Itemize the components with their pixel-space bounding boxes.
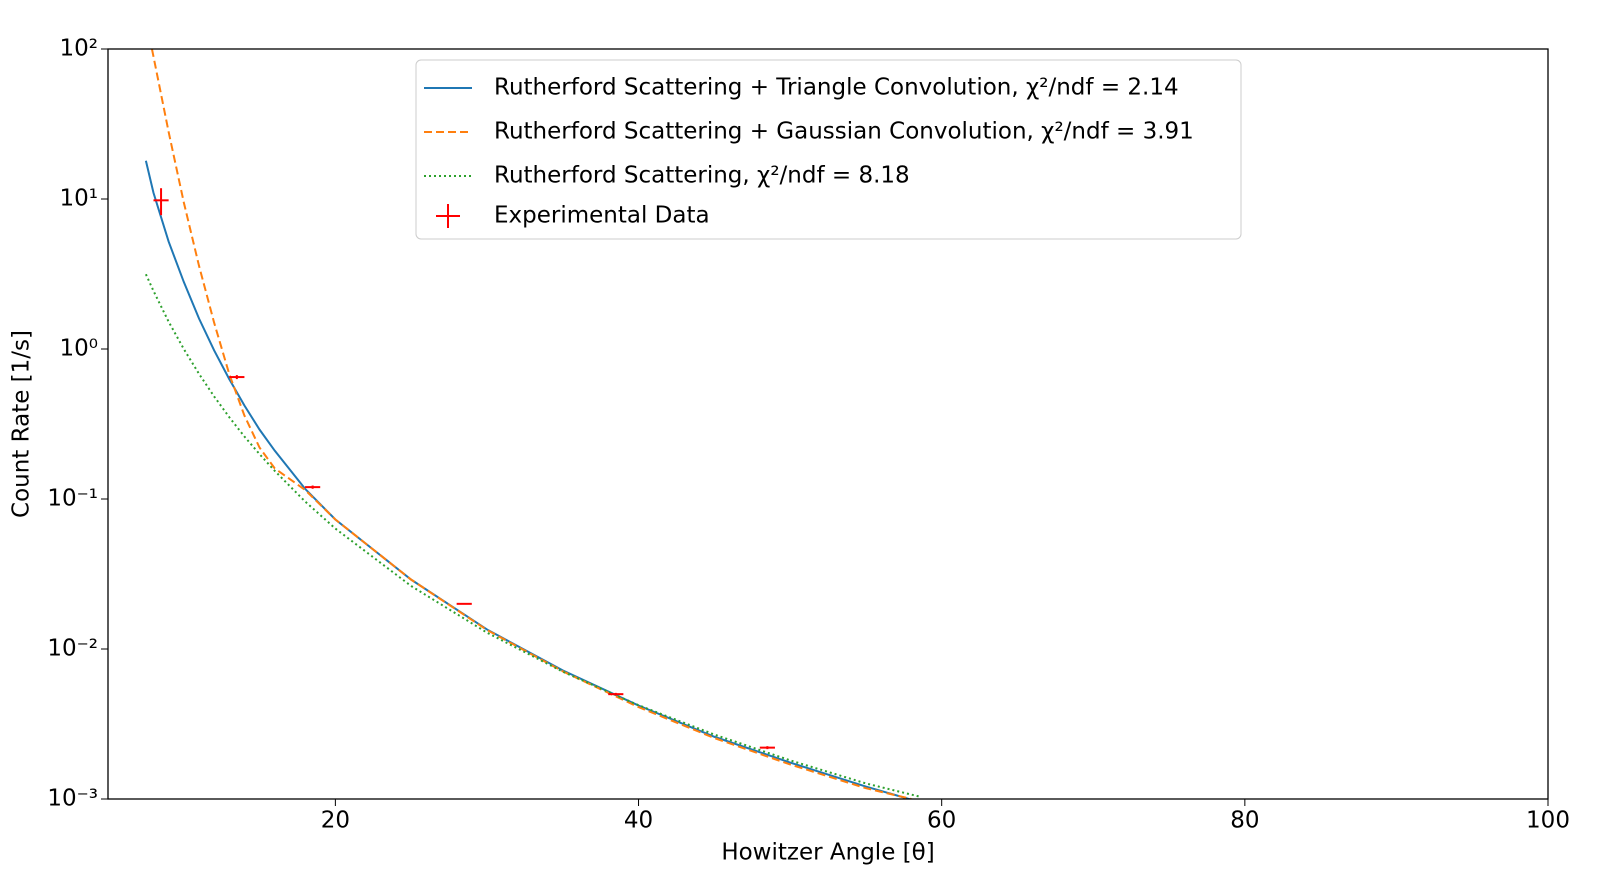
y-axis-label: Count Rate [1/s] xyxy=(9,330,35,518)
axes-frame xyxy=(107,48,1549,800)
x-tick-label: 40 xyxy=(624,808,653,834)
y-tick-label: 10⁻¹ xyxy=(47,486,98,512)
y-tick-label: 10⁻² xyxy=(47,636,98,662)
x-tick-label: 80 xyxy=(1230,808,1259,834)
legend-label: Rutherford Scattering, χ²/ndf = 8.18 xyxy=(494,163,910,189)
legend-label: Rutherford Scattering + Triangle Convolu… xyxy=(494,75,1179,101)
x-axis-label: Howitzer Angle [θ] xyxy=(721,840,934,866)
series-line xyxy=(150,49,912,799)
legend xyxy=(415,59,1242,240)
legend-label: Rutherford Scattering + Gaussian Convolu… xyxy=(494,119,1194,145)
series-line xyxy=(144,273,920,798)
series-line xyxy=(144,160,912,799)
y-tick-label: 10¹ xyxy=(60,186,99,212)
x-tick-label: 20 xyxy=(321,808,350,834)
y-tick-label: 10⁰ xyxy=(60,336,99,362)
x-tick-label: 60 xyxy=(927,808,956,834)
plot-area xyxy=(144,49,920,799)
y-tick-label: 10² xyxy=(60,36,99,62)
x-tick-label: 100 xyxy=(1526,808,1570,834)
legend-label: Experimental Data xyxy=(494,203,710,229)
y-tick-label: 10⁻³ xyxy=(47,786,98,812)
